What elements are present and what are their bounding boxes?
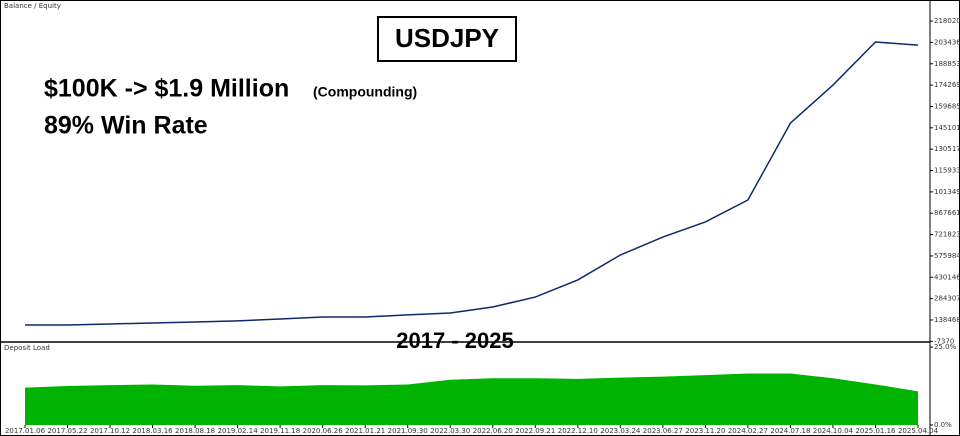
y-tick-label: 1159338: [934, 167, 960, 175]
y-tick-label: 867661: [934, 209, 960, 217]
x-tick-label: 2019.02.14: [218, 427, 259, 435]
y-tick-label: 25.0%: [934, 343, 957, 351]
x-tick-label: 2025.04.04: [898, 427, 939, 435]
x-tick-label: 2024.02.27: [728, 427, 768, 435]
y-tick-label: 1596853: [934, 102, 960, 110]
y-tick-label: 1305176: [934, 145, 960, 153]
chart-title: USDJPY: [395, 23, 499, 53]
x-tick-label: 2020.06.26: [303, 427, 344, 435]
x-tick-label: 2018.08.18: [175, 427, 215, 435]
y-tick-label: 1451015: [934, 124, 960, 132]
y-tick-label: 2180207: [934, 17, 960, 25]
y-tick-label: -7370: [934, 337, 954, 345]
x-tick-label: 2024.07.18: [770, 427, 810, 435]
x-tick-label: 2022.09.21: [515, 427, 555, 435]
y-tick-label: 721823: [934, 231, 960, 239]
x-tick-label: 2024.10.04: [813, 427, 854, 435]
legend-load: Deposit Load: [4, 344, 50, 352]
y-tick-label: 430146: [934, 273, 960, 281]
x-tick-label: 2023.11.20: [685, 427, 725, 435]
y-tick-label: 0.0%: [934, 421, 952, 429]
x-tick-label: 2019.11.18: [260, 427, 300, 435]
x-tick-label: 2023.03.24: [600, 427, 641, 435]
x-tick-label: 2022.12.10: [558, 427, 598, 435]
y-tick-label: 284307: [934, 295, 960, 303]
title-box: [377, 16, 517, 62]
x-tick-label: 2022.06.20: [473, 427, 513, 435]
x-tick-label: 2021.09.30: [388, 427, 428, 435]
y-tick-label: 1013499: [934, 188, 960, 196]
x-tick-label: 2017.05.22: [47, 427, 87, 435]
x-tick-label: 2022.03.30: [430, 427, 470, 435]
x-tick-label: 2017.10.12: [90, 427, 130, 435]
x-tick-label: 2017.01.06: [5, 427, 46, 435]
y-tick-label: 2034369: [934, 38, 960, 46]
y-tick-label: 138468: [934, 316, 960, 324]
annotation: 89% Win Rate: [44, 112, 208, 140]
deposit-load-area: [25, 373, 918, 425]
subtitle: $100K -> $1.9 Million: [44, 75, 289, 103]
y-tick-label: 575984: [934, 252, 960, 260]
x-tick-label: 2018.03.16: [133, 427, 174, 435]
x-tick-label: 2021.01.21: [345, 427, 385, 435]
x-tick-label: 2023.06.27: [643, 427, 683, 435]
legend-main: Balance / Equity: [4, 2, 61, 10]
y-tick-label: 1888530: [934, 60, 960, 68]
annotation: (Compounding): [313, 84, 417, 100]
y-tick-label: 1742692: [934, 81, 960, 89]
annotation: 2017 - 2025: [396, 328, 513, 353]
x-tick-label: 2025.01.16: [855, 427, 896, 435]
balance-line: [25, 41, 919, 326]
